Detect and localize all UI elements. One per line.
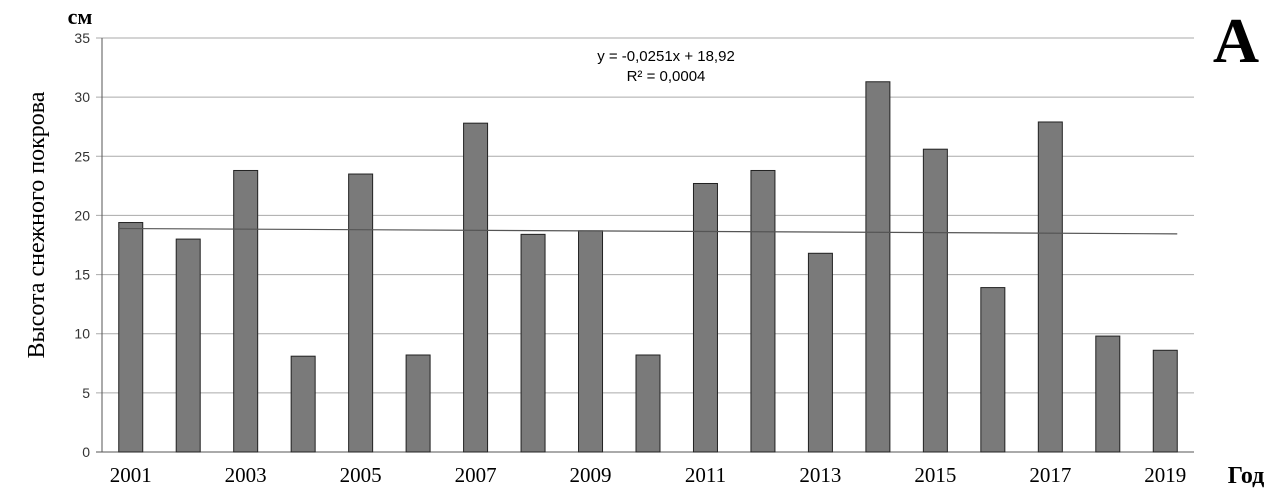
bar-2006	[405, 354, 431, 453]
trendline-group	[118, 227, 1178, 235]
trendline	[118, 227, 1178, 235]
bar-2015	[922, 148, 948, 453]
bar-2016	[980, 287, 1006, 453]
bar-2001	[118, 222, 144, 453]
gridlines	[96, 37, 1194, 453]
bar-2004	[290, 355, 316, 453]
x-tick-label: 2001	[110, 463, 152, 487]
y-tick-label: 10	[74, 326, 90, 342]
bar-2003	[233, 169, 259, 453]
y-tick-label: 35	[74, 30, 90, 46]
bar-2018	[1095, 335, 1121, 453]
x-tick-label: 2009	[570, 463, 612, 487]
bar-2005	[348, 173, 374, 453]
y-unit-label: см	[68, 4, 93, 29]
y-tick-label: 25	[74, 148, 90, 164]
y-tick-label: 5	[82, 385, 90, 401]
panel-label: А	[1213, 5, 1259, 76]
bar-2007	[463, 122, 489, 453]
bar-2010	[635, 354, 661, 453]
bar-2011	[692, 182, 718, 453]
trendline-equation: y = -0,0251x + 18,92	[597, 48, 735, 65]
x-tick-label: 2013	[799, 463, 841, 487]
y-tick-label: 15	[74, 267, 90, 283]
x-tick-label: 2019	[1144, 463, 1186, 487]
x-tick-label: 2017	[1029, 463, 1071, 487]
bars	[118, 81, 1178, 453]
x-tick-label: 2011	[685, 463, 726, 487]
bar-2014	[865, 81, 891, 453]
bar-2019	[1152, 349, 1178, 453]
bar-2017	[1037, 121, 1063, 453]
x-tick-label: 2007	[455, 463, 497, 487]
y-axis-ticks: 0 5 10 15 20 25 30 35	[74, 30, 90, 460]
bar-2012	[750, 169, 776, 453]
trendline-r-squared: R² = 0,0004	[627, 68, 706, 85]
x-axis-ticks: 2001 2003 2005 2007 2009 2011 2013 2015 2017 2019	[110, 463, 1187, 487]
y-tick-label: 0	[82, 444, 90, 460]
bar-2002	[175, 238, 201, 453]
x-tick-label: 2003	[225, 463, 267, 487]
y-axis-title: Высота снежного покрова	[24, 91, 50, 358]
y-tick-label: 30	[74, 89, 90, 105]
x-tick-label: 2015	[914, 463, 956, 487]
x-tick-label: 2005	[340, 463, 382, 487]
bar-2009	[578, 230, 604, 453]
bar-2008	[520, 233, 546, 453]
bar-2013	[807, 252, 833, 453]
x-axis-title: Год	[1228, 463, 1265, 489]
y-tick-label: 20	[74, 207, 90, 223]
